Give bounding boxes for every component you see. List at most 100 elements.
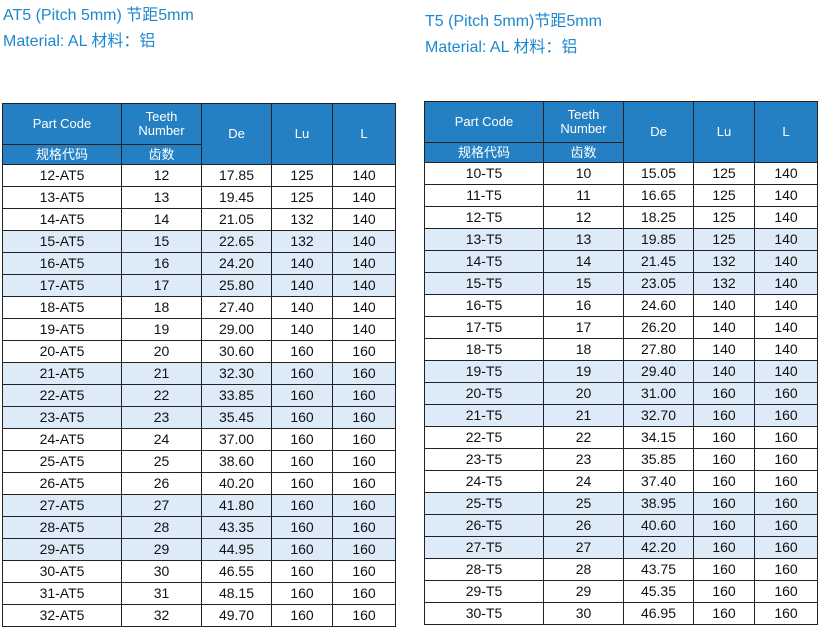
cell: 10: [543, 162, 624, 185]
cell: 160: [332, 362, 396, 385]
data-row: 18-AT5 18 27.40 140 140: [2, 296, 396, 319]
cell: 160: [271, 516, 333, 539]
cell: 160: [271, 582, 333, 605]
cell: 17: [543, 316, 624, 339]
header-row: Part Code Teeth Number De Lu L: [2, 103, 396, 165]
data-row: 19-T5 19 29.40 140 140: [424, 360, 818, 383]
cell: 140: [754, 338, 818, 361]
cell: 21: [121, 362, 202, 385]
cell: 16-T5: [424, 294, 544, 317]
data-row: 16-AT5 16 24.20 140 140: [2, 252, 396, 275]
cell: 125: [693, 162, 755, 185]
cell: 28-AT5: [2, 516, 122, 539]
cell: 160: [693, 470, 755, 493]
data-row: 15-AT5 15 22.65 132 140: [2, 230, 396, 253]
header-cell: Lu: [271, 103, 333, 165]
cell: 24-T5: [424, 470, 544, 493]
cell: 43.35: [201, 516, 272, 539]
cell: 41.80: [201, 494, 272, 517]
header-cell: Part Code: [424, 101, 544, 143]
cell: 13-AT5: [2, 186, 122, 209]
cell: 31: [121, 582, 202, 605]
cell: 17-T5: [424, 316, 544, 339]
cell: 160: [693, 426, 755, 449]
data-row: 13-AT5 13 19.45 125 140: [2, 186, 396, 209]
data-row: 26-AT5 26 40.20 160 160: [2, 472, 396, 495]
data-row: 15-T5 15 23.05 132 140: [424, 272, 818, 295]
cell: 160: [332, 406, 396, 429]
cell: 160: [271, 450, 333, 473]
cell: 20-T5: [424, 382, 544, 405]
cell: 140: [754, 316, 818, 339]
data-row: 16-T5 16 24.60 140 140: [424, 294, 818, 317]
header-cell: Teeth Number: [543, 101, 624, 143]
header-cell: Teeth Number: [121, 103, 202, 145]
data-row: 21-T5 21 32.70 160 160: [424, 404, 818, 427]
cell: 24: [543, 470, 624, 493]
data-row: 22-T5 22 34.15 160 160: [424, 426, 818, 449]
data-row: 27-AT5 27 41.80 160 160: [2, 494, 396, 517]
cell: 125: [271, 186, 333, 209]
cell: 22: [543, 426, 624, 449]
cell: 160: [693, 382, 755, 405]
cell: 26: [543, 514, 624, 537]
cell: 23: [121, 406, 202, 429]
cell: 15-AT5: [2, 230, 122, 253]
material: Material: AL 材料：铝: [425, 39, 578, 56]
cell: 30.60: [201, 340, 272, 363]
cell: 21-AT5: [2, 362, 122, 385]
data-row: 21-AT5 21 32.30 160 160: [2, 362, 396, 385]
cell: 160: [271, 340, 333, 363]
cell: 140: [754, 360, 818, 383]
cell: 38.60: [201, 450, 272, 473]
data-row: 23-T5 23 35.85 160 160: [424, 448, 818, 471]
cell: 23.05: [623, 272, 694, 295]
cell: 140: [271, 274, 333, 297]
cell: 29.40: [623, 360, 694, 383]
cell: 132: [693, 250, 755, 273]
cell: 15: [121, 230, 202, 253]
cell: 19: [121, 318, 202, 341]
cell: 29.00: [201, 318, 272, 341]
cell: 140: [693, 294, 755, 317]
data-row: 10-T5 10 15.05 125 140: [424, 162, 818, 185]
cell: 140: [754, 250, 818, 273]
data-row: 17-T5 17 26.20 140 140: [424, 316, 818, 339]
cell: 18-AT5: [2, 296, 122, 319]
cell: 160: [332, 560, 396, 583]
cell: 140: [754, 272, 818, 295]
cell: 125: [271, 164, 333, 187]
data-row: 12-AT5 12 17.85 125 140: [2, 164, 396, 187]
cell: 160: [754, 448, 818, 471]
data-row: 28-AT5 28 43.35 160 160: [2, 516, 396, 539]
cell: 160: [754, 470, 818, 493]
subheader-row: 规格代码 齿数: [424, 142, 818, 163]
header-cell: De: [201, 103, 272, 165]
cell: 140: [271, 296, 333, 319]
cell: 125: [693, 206, 755, 229]
cell: 21-T5: [424, 404, 544, 427]
header-cell: L: [332, 103, 396, 165]
cell: 160: [332, 494, 396, 517]
cell: 160: [754, 514, 818, 537]
cell: 30: [543, 602, 624, 625]
subheader-row: 规格代码 齿数: [2, 144, 396, 165]
cell: 125: [693, 228, 755, 251]
cell: 17.85: [201, 164, 272, 187]
cell: 14-AT5: [2, 208, 122, 231]
material: Material: AL 材料：铝: [3, 33, 156, 50]
cell: 160: [754, 382, 818, 405]
cell: 14-T5: [424, 250, 544, 273]
subheader-cell: 齿数: [121, 144, 202, 165]
cell: 27-T5: [424, 536, 544, 559]
cell: 140: [332, 208, 396, 231]
cell: 32: [121, 604, 202, 627]
cell: 33.85: [201, 384, 272, 407]
cell: 18: [121, 296, 202, 319]
data-row: 11-T5 11 16.65 125 140: [424, 184, 818, 207]
cell: 160: [754, 492, 818, 515]
cell: 25: [121, 450, 202, 473]
cell: 27: [121, 494, 202, 517]
data-row: 17-AT5 17 25.80 140 140: [2, 274, 396, 297]
